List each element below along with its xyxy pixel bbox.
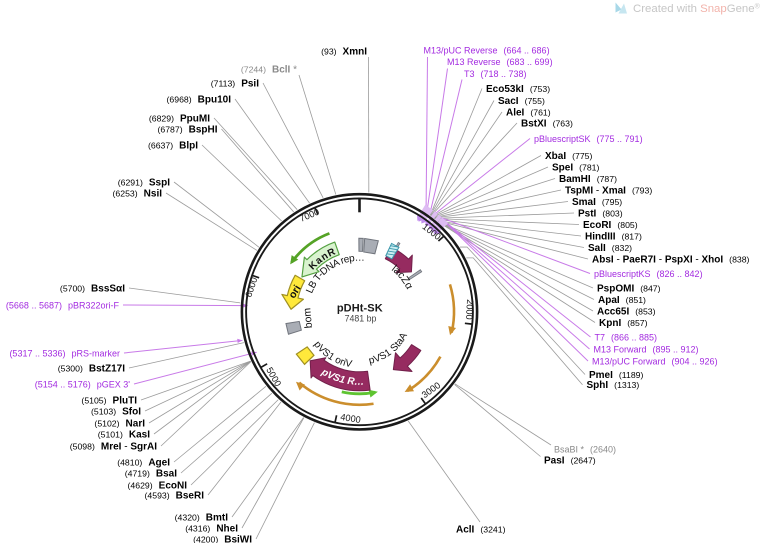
svg-text:(6968)Bpu10I: (6968)Bpu10I: [167, 94, 232, 105]
svg-text:PspOMI(847): PspOMI(847): [597, 283, 661, 294]
svg-text:bom: bom: [301, 307, 315, 329]
svg-text:(5154 .. 5176)pGEX 3': (5154 .. 5176)pGEX 3': [35, 379, 131, 389]
svg-text:Acc65I(853): Acc65I(853): [597, 306, 656, 317]
svg-text:(5103)SfoI: (5103)SfoI: [91, 406, 141, 417]
svg-text:BamHI(787): BamHI(787): [559, 174, 617, 185]
svg-text:(93)XmnI: (93)XmnI: [321, 46, 367, 57]
svg-text:pBluescriptKS(826 .. 842): pBluescriptKS(826 .. 842): [594, 269, 703, 279]
svg-text:M13/pUC Forward(904 .. 926): M13/pUC Forward(904 .. 926): [592, 356, 718, 366]
svg-text:(6829)PpuMI: (6829)PpuMI: [149, 113, 210, 124]
svg-text:7481 bp: 7481 bp: [345, 314, 377, 324]
svg-text:(5317 .. 5336)pRS-marker: (5317 .. 5336)pRS-marker: [9, 348, 120, 358]
svg-text:PasI(2647): PasI(2647): [544, 455, 596, 466]
svg-text:M13/pUC Reverse(664 .. 686): M13/pUC Reverse(664 .. 686): [424, 45, 550, 55]
svg-text:Eco53kI(753): Eco53kI(753): [486, 84, 550, 95]
svg-text:2000: 2000: [464, 299, 475, 320]
svg-text:AclI(3241): AclI(3241): [456, 524, 506, 535]
svg-text:M13 Forward(895 .. 912): M13 Forward(895 .. 912): [594, 344, 699, 354]
svg-text:(6253)NsiI: (6253)NsiI: [113, 188, 163, 199]
svg-text:(5098)MreI - SgrAI: (5098)MreI - SgrAI: [70, 441, 157, 452]
svg-text:Created with SnapGene®: Created with SnapGene®: [633, 3, 760, 16]
svg-text:pBluescriptSK(775 .. 791): pBluescriptSK(775 .. 791): [534, 134, 643, 144]
svg-text:TspMI - XmaI(793): TspMI - XmaI(793): [565, 185, 652, 196]
svg-text:(6637)BlpI: (6637)BlpI: [148, 140, 198, 151]
svg-text:T7(866 .. 885): T7(866 .. 885): [595, 332, 658, 342]
svg-text:M13 Reverse(683 .. 699): M13 Reverse(683 .. 699): [447, 57, 553, 67]
svg-text:(7113)PsiI: (7113)PsiI: [211, 78, 259, 89]
svg-text:T3(718 .. 738): T3(718 .. 738): [464, 69, 527, 79]
svg-text:HindIII(817): HindIII(817): [585, 231, 642, 242]
svg-text:EcoRI(805): EcoRI(805): [583, 220, 638, 231]
svg-text:(5700)BssSαI: (5700)BssSαI: [60, 283, 125, 294]
svg-text:(5300)BstZ17I: (5300)BstZ17I: [58, 363, 125, 374]
